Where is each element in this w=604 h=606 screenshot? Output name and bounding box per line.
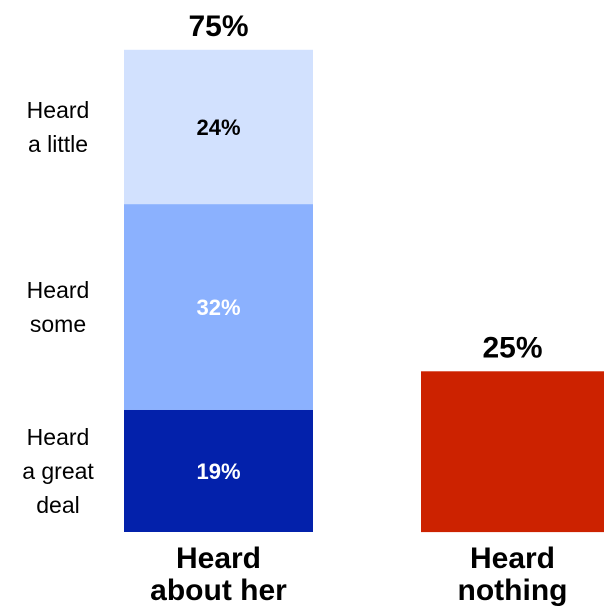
segment-category-label: a little xyxy=(28,131,88,157)
segment-category-label: Heard xyxy=(27,97,90,123)
bar-total-label: 75% xyxy=(188,10,248,43)
segment-category-label: Heard xyxy=(27,277,90,303)
segment-value-label: 32% xyxy=(196,295,240,320)
segment-category-label: some xyxy=(30,311,86,337)
bar-segment xyxy=(421,371,604,533)
x-axis-category-label: Heard xyxy=(176,542,261,575)
bar-segment xyxy=(124,49,313,205)
x-axis-category-label: about her xyxy=(150,574,287,606)
segment-category-label: a great xyxy=(22,458,94,484)
x-axis-category-label: Heard xyxy=(470,542,555,575)
x-axis-category-label: nothing xyxy=(458,574,568,606)
segment-category-label: Heard xyxy=(27,424,90,450)
bar-segment xyxy=(124,204,313,410)
segment-value-label: 24% xyxy=(196,115,240,140)
segment-value-label: 19% xyxy=(196,459,240,484)
segment-category-label: deal xyxy=(36,492,79,518)
bar-segment xyxy=(124,409,313,532)
bar-total-label: 25% xyxy=(482,331,542,364)
